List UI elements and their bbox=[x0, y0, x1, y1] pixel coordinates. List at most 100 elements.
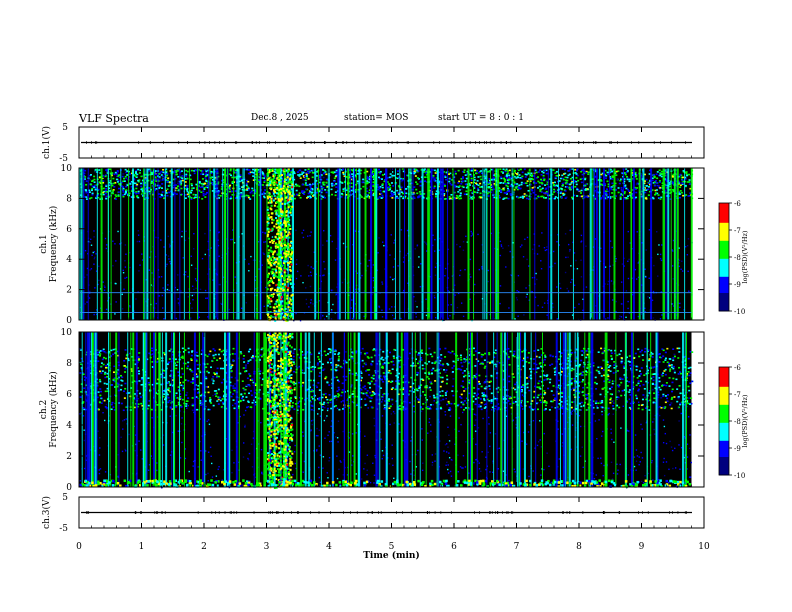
spectrogram-ch1-speckle bbox=[166, 180, 169, 183]
spectrogram-ch2-speckle bbox=[258, 377, 261, 379]
spectrogram-ch1-speckle bbox=[652, 182, 655, 184]
spectrogram-ch1-strong-activity bbox=[287, 215, 290, 218]
spectrogram-ch1-speckle bbox=[322, 196, 325, 199]
spectrogram-ch1-speckle bbox=[669, 185, 672, 188]
spectrogram-ch1-strong-activity bbox=[281, 211, 284, 214]
spectrogram-ch1-strong-activity bbox=[276, 205, 279, 208]
spectrogram-ch1-speckle bbox=[460, 188, 463, 191]
spectrogram-ch1-speckle bbox=[261, 177, 264, 179]
spectrogram-ch1-speckle bbox=[372, 279, 375, 282]
spectrogram-ch1-speckle bbox=[499, 285, 502, 287]
spectrogram-ch1-speckle bbox=[329, 234, 332, 237]
spectrogram-ch1-speckle bbox=[562, 184, 565, 186]
spectrogram-ch1-speckle bbox=[435, 262, 438, 265]
spectrogram-ch1-speckle bbox=[514, 169, 517, 172]
spectrogram-ch1-strong-activity bbox=[281, 304, 284, 307]
spectrogram-ch1-speckle bbox=[562, 178, 565, 181]
spectrogram-ch1-strong-activity bbox=[276, 290, 279, 293]
spectrogram-ch1-speckle bbox=[136, 183, 139, 186]
spectrogram-ch1-sferic bbox=[473, 168, 475, 320]
spectrogram-ch1-speckle bbox=[555, 184, 558, 187]
spectrogram-ch1-speckle bbox=[558, 168, 561, 171]
spectrogram-ch1-strong-activity bbox=[274, 174, 277, 177]
spectrogram-ch2-speckle bbox=[292, 352, 295, 355]
spectrogram-ch1-speckle bbox=[614, 195, 617, 197]
spectrogram-ch1-speckle bbox=[575, 183, 578, 186]
spectrogram-ch1-speckle bbox=[245, 184, 248, 187]
spectrogram-ch1-speckle bbox=[554, 190, 557, 193]
spectrogram-ch1-speckle bbox=[465, 193, 468, 196]
spectrogram-ch1-speckle bbox=[566, 186, 569, 188]
spectrogram-ch1-strong-activity bbox=[280, 188, 283, 191]
spectrogram-ch1-speckle bbox=[190, 317, 192, 319]
spectrogram-ch1-speckle bbox=[388, 308, 391, 310]
spectrogram-ch1-speckle bbox=[621, 178, 624, 180]
spectrogram-ch1-speckle bbox=[584, 178, 587, 181]
spectrogram-ch2-speckle bbox=[463, 358, 466, 360]
spectrogram-ch1-strong-activity bbox=[267, 211, 270, 214]
spectrogram-ch2-speckle bbox=[318, 408, 321, 410]
spectrogram-ch1-sferic bbox=[80, 168, 82, 320]
spectrogram-ch1-colorbar-cell bbox=[719, 273, 729, 276]
spectrogram-ch1-speckle bbox=[631, 172, 634, 174]
spectrogram-ch1-speckle bbox=[546, 314, 548, 316]
spectrogram-ch1-speckle bbox=[511, 176, 514, 178]
spectrogram-ch1-strong-activity bbox=[274, 171, 277, 174]
spectrogram-ch1-sferic bbox=[613, 168, 616, 320]
spectrogram-ch2-speckle bbox=[83, 387, 86, 390]
spectrogram-ch1-speckle bbox=[129, 306, 131, 308]
spectrogram-ch1-speckle bbox=[84, 195, 87, 198]
spectrogram-ch1-strong-activity bbox=[288, 297, 291, 300]
spectrogram-ch1-speckle bbox=[99, 198, 102, 200]
spectrogram-ch1-speckle bbox=[240, 307, 243, 310]
spectrogram-ch1-speckle bbox=[435, 192, 438, 195]
spectrogram-ch1-speckle bbox=[379, 292, 381, 294]
spectrogram-ch2-speckle bbox=[336, 369, 339, 372]
spectrogram-ch1-speckle bbox=[657, 174, 660, 177]
spectrogram-ch1-strong-activity bbox=[291, 313, 294, 316]
spectrogram-ch1-speckle bbox=[130, 190, 133, 192]
spectrogram-ch1-speckle bbox=[141, 259, 144, 261]
spectrogram-ch1-speckle bbox=[135, 298, 137, 300]
spectrogram-ch1-speckle bbox=[239, 174, 242, 177]
spectrogram-ch1-speckle bbox=[644, 307, 646, 310]
spectrogram-ch1-speckle bbox=[648, 182, 651, 185]
spectrogram-ch2-speckle bbox=[543, 379, 546, 381]
spectrogram-ch1-speckle bbox=[542, 174, 545, 177]
spectrogram-ch1-strong-activity bbox=[270, 250, 273, 253]
spectrogram-ch1-colorbar-cell bbox=[719, 298, 729, 301]
spectrogram-ch1-speckle bbox=[529, 193, 532, 195]
spectrogram-ch1-speckle bbox=[194, 196, 197, 199]
spectrogram-ch1-strong-activity bbox=[287, 168, 290, 171]
spectrogram-ch1-speckle bbox=[249, 198, 252, 200]
spectrogram-ch2-speckle bbox=[445, 369, 448, 371]
spectrogram-ch1-speckle bbox=[475, 182, 478, 185]
spectrogram-ch1-strong-activity bbox=[283, 267, 286, 270]
spectrogram-ch1-strong-activity bbox=[267, 245, 270, 248]
spectrogram-ch2-speckle bbox=[167, 389, 170, 392]
spectrogram-ch1-strong-activity bbox=[277, 214, 280, 217]
spectrogram-ch1-speckle bbox=[357, 190, 360, 193]
spectrogram-ch1-colorbar-cell bbox=[719, 231, 729, 235]
spectrogram-ch1-speckle bbox=[540, 178, 543, 181]
spectrogram-ch1-speckle bbox=[111, 172, 114, 174]
spectrogram-ch1-speckle bbox=[679, 173, 682, 176]
spectrogram-ch1-speckle bbox=[163, 318, 165, 320]
spectrogram-ch1-sferic bbox=[484, 168, 486, 320]
spectrogram-ch1-speckle bbox=[180, 187, 183, 190]
spectrogram-ch1-speckle bbox=[307, 192, 310, 195]
spectrogram-ch1-sferic bbox=[591, 168, 593, 320]
spectrogram-ch1-sferic bbox=[183, 168, 185, 320]
spectrogram-ch1-speckle bbox=[154, 256, 157, 258]
spectrogram-ch1-speckle bbox=[112, 265, 114, 267]
spectrogram-ch1-speckle bbox=[139, 169, 142, 172]
spectrogram-ch1-speckle bbox=[122, 191, 125, 193]
spectrogram-ch1-speckle bbox=[508, 189, 511, 191]
spectrogram-ch1-strong-activity bbox=[268, 259, 271, 262]
spectrogram-ch1-speckle bbox=[605, 174, 608, 177]
spectrogram-ch1-strong-activity bbox=[278, 288, 281, 291]
spectrogram-ch1-speckle bbox=[187, 195, 190, 198]
spectrogram-ch2-speckle bbox=[420, 378, 423, 381]
spectrogram-ch1-sferic bbox=[256, 168, 259, 320]
spectrogram-ch1-speckle bbox=[645, 178, 648, 181]
